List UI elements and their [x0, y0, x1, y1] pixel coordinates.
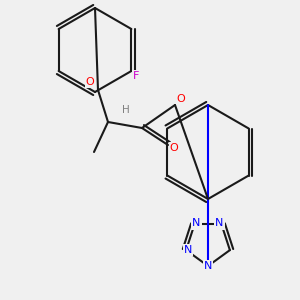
Text: N: N [215, 218, 224, 228]
Text: H: H [122, 105, 130, 115]
Text: N: N [192, 218, 201, 228]
Text: F: F [133, 71, 140, 81]
Text: O: O [169, 143, 178, 153]
Text: O: O [85, 77, 94, 87]
Text: N: N [184, 245, 192, 255]
Text: O: O [177, 94, 185, 104]
Text: N: N [204, 261, 212, 271]
